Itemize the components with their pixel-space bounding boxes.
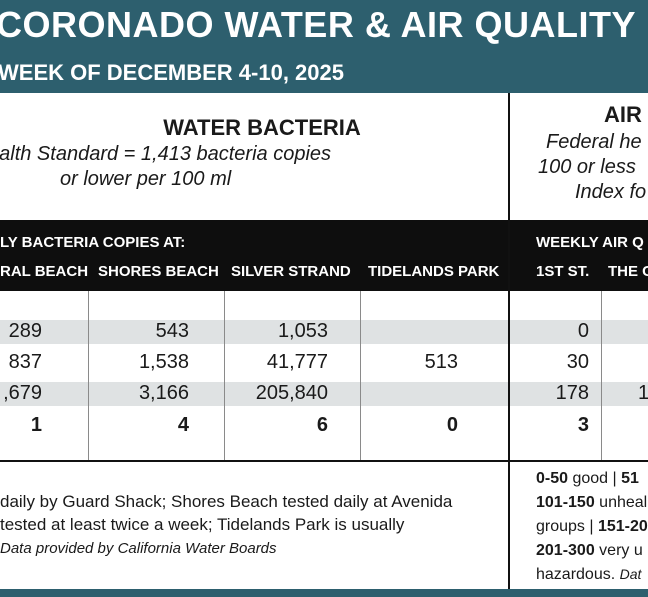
exceedance-count: 3 bbox=[577, 414, 589, 436]
table-cell: 513 bbox=[424, 351, 458, 373]
aqi-legend-line3: groups | 151-20 bbox=[536, 518, 648, 535]
table-cell: 1,053 bbox=[277, 320, 328, 342]
water-table-header-bar bbox=[0, 220, 508, 291]
col-header-silver-strand: SILVER STRAND bbox=[231, 263, 351, 280]
section-divider bbox=[508, 93, 510, 589]
water-table-header: LY BACTERIA COPIES AT: bbox=[0, 234, 186, 251]
aqi-legend-line4: 201-300 very u bbox=[536, 542, 643, 559]
column-separator bbox=[224, 291, 225, 460]
water-note-line1: daily by Guard Shack; Shores Beach teste… bbox=[0, 492, 453, 511]
air-section-title: AIR bbox=[604, 102, 642, 127]
table-cell: 30 bbox=[566, 351, 589, 373]
table-cell: 1,538 bbox=[138, 351, 189, 373]
water-standard-line1: ealth Standard = 1,413 bacteria copies bbox=[0, 143, 332, 165]
column-separator bbox=[360, 291, 361, 460]
exceedance-count: 6 bbox=[316, 414, 328, 436]
table-cell: 41,777 bbox=[266, 351, 328, 373]
table-cell: 543 bbox=[155, 320, 189, 342]
table-cell: ,679 bbox=[3, 382, 42, 404]
exceedance-count: 0 bbox=[446, 414, 458, 436]
air-standard-line3: Index fo bbox=[575, 181, 647, 203]
table-cell: 178 bbox=[555, 382, 589, 404]
col-header-1st-st: 1ST ST. bbox=[536, 263, 590, 280]
col-header-tidelands-park: TIDELANDS PARK bbox=[368, 263, 500, 280]
water-section-title: WATER BACTERIA bbox=[163, 115, 361, 140]
table-cell: 3,166 bbox=[138, 382, 189, 404]
row-band bbox=[510, 320, 648, 344]
aqi-legend-line1: 0-50 good | 51 bbox=[536, 470, 639, 487]
col-header-the-c: THE C bbox=[608, 263, 648, 280]
page-title: CORONADO WATER & AIR QUALITY bbox=[0, 4, 636, 45]
row-band bbox=[510, 382, 648, 406]
table-cell: 837 bbox=[8, 351, 42, 373]
exceedance-count: 1 bbox=[30, 414, 42, 436]
table-cell: 205,840 bbox=[255, 382, 328, 404]
aqi-legend-line5: hazardous. Dat bbox=[536, 566, 642, 583]
table-cell: 1 bbox=[638, 382, 648, 404]
table-cell: 289 bbox=[8, 320, 42, 342]
row-band bbox=[0, 382, 508, 406]
col-header-central-beach: RAL BEACH bbox=[0, 263, 89, 280]
column-separator bbox=[601, 291, 602, 460]
air-standard-line2: 100 or less bbox=[538, 156, 636, 178]
column-separator bbox=[88, 291, 89, 460]
exceedance-count: 4 bbox=[177, 414, 189, 436]
table-cell: 0 bbox=[577, 320, 589, 342]
water-data-source: Data provided by California Water Boards bbox=[0, 540, 277, 557]
aqi-legend-line2: 101-150 unheal bbox=[536, 494, 648, 511]
water-note-line2: tested at least twice a week; Tidelands … bbox=[0, 515, 405, 534]
air-table-header: WEEKLY AIR Q bbox=[536, 234, 644, 251]
row-band bbox=[0, 320, 508, 344]
table-bottom-rule bbox=[0, 460, 648, 462]
air-table-header-bar bbox=[510, 220, 648, 291]
footer-bar bbox=[0, 589, 648, 597]
water-standard-line2: or lower per 100 ml bbox=[60, 168, 232, 190]
col-header-shores-beach: SHORES BEACH bbox=[98, 263, 219, 280]
air-standard-line1: Federal he bbox=[546, 131, 642, 153]
page-subtitle: WEEK OF DECEMBER 4-10, 2025 bbox=[0, 60, 344, 85]
header-banner: CORONADO WATER & AIR QUALITY WEEK OF DEC… bbox=[0, 0, 648, 93]
